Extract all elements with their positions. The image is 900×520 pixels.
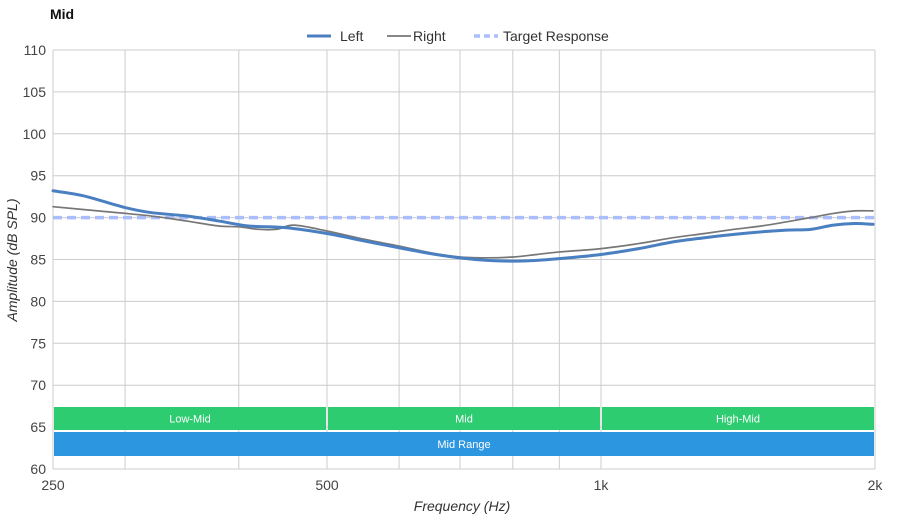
x-axis-label: Frequency (Hz) — [414, 498, 510, 514]
y-tick-label: 105 — [23, 84, 47, 100]
x-tick-label: 250 — [41, 477, 65, 493]
y-tick-labels: 60 65 70 75 80 85 90 95 100 105 110 — [23, 42, 47, 477]
band-bar — [328, 407, 600, 430]
y-tick-label: 110 — [24, 42, 47, 58]
y-tick-label: 75 — [30, 335, 46, 351]
legend-label: Target Response — [503, 28, 609, 44]
series-line — [52, 205, 874, 259]
chart-title: Mid — [50, 6, 74, 22]
x-tick-label: 2k — [868, 477, 884, 493]
band-bar — [602, 407, 874, 430]
band-label: Low-Mid — [169, 414, 211, 426]
legend-label: Left — [340, 28, 363, 44]
y-tick-label: 90 — [30, 210, 46, 226]
y-tick-label: 60 — [30, 461, 46, 477]
bands: Low-Mid Mid High-Mid Mid Range — [54, 407, 874, 456]
band-bar — [54, 432, 874, 456]
series-line — [51, 189, 875, 263]
legend-label: Right — [413, 28, 446, 44]
x-tick-labels: 250 500 1k 2k — [41, 477, 883, 493]
y-tick-label: 95 — [30, 168, 46, 184]
y-tick-label: 80 — [30, 293, 46, 309]
y-tick-label: 65 — [30, 419, 46, 435]
band-label: High-Mid — [716, 414, 760, 426]
plot-lines — [51, 189, 875, 263]
y-tick-label: 70 — [30, 377, 46, 393]
band-bar — [54, 407, 326, 430]
grid — [52, 49, 876, 470]
x-tick-label: 1k — [594, 477, 610, 493]
y-tick-label: 85 — [30, 252, 46, 268]
y-axis-label: Amplitude (dB SPL) — [4, 199, 20, 323]
band-label: Mid — [455, 414, 473, 426]
y-tick-label: 100 — [23, 126, 47, 142]
legend: Left Right Target Response — [307, 28, 609, 44]
x-tick-label: 500 — [315, 477, 339, 493]
band-label: Mid Range — [437, 439, 490, 451]
